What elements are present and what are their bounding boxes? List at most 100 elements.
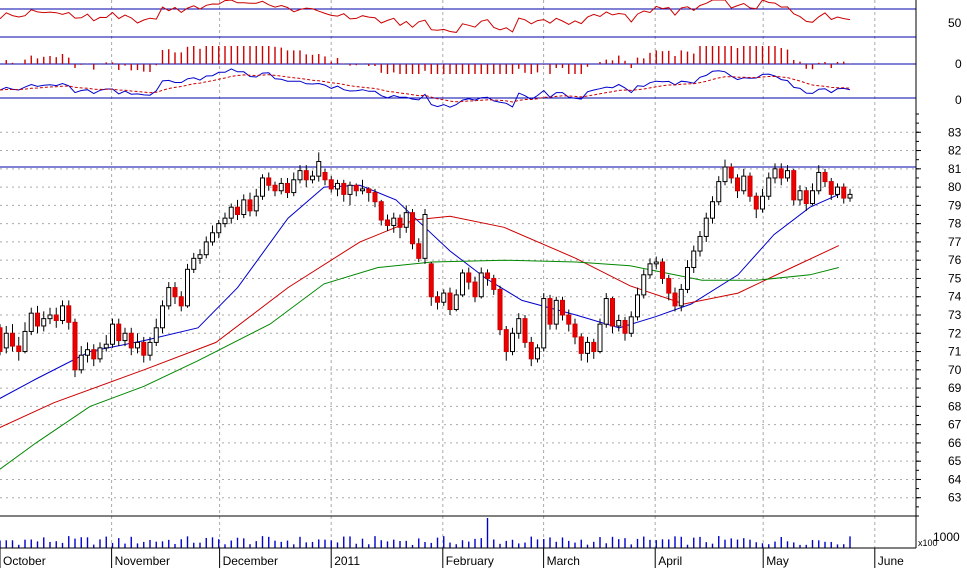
candle-down <box>735 177 740 192</box>
rsi-panel-label: 50 <box>948 16 962 30</box>
candle-up <box>166 287 172 307</box>
price-tick-label: 71 <box>948 345 962 359</box>
candle-up <box>797 190 803 201</box>
volume-bars <box>0 518 851 548</box>
moving-averages <box>0 184 840 470</box>
candle-up <box>147 341 153 356</box>
candle-down <box>666 277 672 294</box>
candle-up <box>760 195 765 210</box>
candle-up <box>135 341 140 349</box>
candle-up <box>697 235 703 252</box>
candle-up <box>228 206 234 219</box>
candle-up <box>535 347 540 360</box>
candle-up <box>847 193 853 199</box>
candle-down <box>522 318 528 343</box>
month-label: December <box>223 554 278 568</box>
candle-up <box>835 186 840 195</box>
candle-down <box>235 206 240 215</box>
candle-down <box>472 281 478 298</box>
price-tick-label: 63 <box>948 491 962 505</box>
rsi-line <box>0 0 851 33</box>
price-tick-label: 79 <box>948 198 962 212</box>
candle-down <box>397 217 403 228</box>
candle-down <box>503 329 509 353</box>
month-axis: October November December 2011 February March… <box>0 547 916 568</box>
candle-up <box>641 274 647 296</box>
price-tick-label: 80 <box>948 180 962 194</box>
candle-up <box>60 305 65 321</box>
candle-down <box>410 212 415 245</box>
candle-down <box>91 349 97 360</box>
candle-up <box>516 318 522 334</box>
candle-up <box>678 288 684 307</box>
candle-down <box>247 199 253 212</box>
candle-up <box>422 214 428 259</box>
candle-down <box>828 181 834 195</box>
candle-up <box>291 179 297 194</box>
candle-up <box>3 332 9 349</box>
month-label: March <box>547 554 580 568</box>
moving-average-line <box>0 259 839 470</box>
candle-down <box>372 192 378 203</box>
macd-signal-line <box>0 74 851 103</box>
candle-down <box>578 336 584 354</box>
candle-down <box>728 166 734 179</box>
candle-up <box>310 175 315 181</box>
candle-up <box>241 199 247 216</box>
macd-line <box>0 68 851 108</box>
candle-down <box>10 332 15 347</box>
candle-up <box>716 181 722 203</box>
candle-up <box>391 217 397 226</box>
candle-down <box>378 201 384 221</box>
candle-up <box>710 201 715 219</box>
candle-up <box>160 305 165 329</box>
price-tick-label: 76 <box>948 253 962 267</box>
candle-up <box>335 182 340 190</box>
candle-up <box>785 170 790 179</box>
candle-down <box>447 292 453 311</box>
candle-up <box>685 266 690 290</box>
candle-up <box>541 298 547 349</box>
candle-down <box>566 314 572 325</box>
volume-panel-label: 1000 <box>933 530 960 544</box>
candle-down <box>266 177 272 186</box>
candle-down <box>328 179 334 190</box>
candle-up <box>703 217 709 237</box>
price-tick-label: 69 <box>948 381 962 395</box>
price-tick-label: 83 <box>948 125 962 139</box>
candle-down <box>485 272 490 279</box>
candle-up <box>203 241 209 256</box>
candle-down <box>753 195 759 210</box>
candle-up <box>260 177 265 197</box>
candle-up <box>97 347 103 360</box>
candle-down <box>497 288 503 331</box>
macd-panel-label: 0 <box>955 93 962 107</box>
candle-up <box>766 177 772 197</box>
candle-up <box>510 332 515 353</box>
candle-up <box>453 294 459 311</box>
candle-up <box>441 292 447 303</box>
candle-down <box>341 182 347 195</box>
price-tick-label: 74 <box>948 290 962 304</box>
candle-down <box>66 305 72 323</box>
candle-down <box>353 184 359 192</box>
candle-down <box>747 175 753 197</box>
candle-down <box>141 341 147 356</box>
candle-up <box>653 261 659 265</box>
candle-up <box>585 341 590 354</box>
candle-up <box>360 188 365 192</box>
candle-up <box>47 314 53 320</box>
candle-up <box>603 298 609 325</box>
candle-up <box>460 272 465 296</box>
candle-down <box>622 319 628 334</box>
candle-up <box>628 316 634 334</box>
candle-up <box>153 327 159 343</box>
candle-down <box>35 312 40 327</box>
candle-down <box>822 171 828 183</box>
candle-up <box>647 263 653 276</box>
candle-up <box>553 299 559 325</box>
candle-up <box>816 171 822 192</box>
candle-up <box>810 190 815 205</box>
month-label: October <box>3 554 46 568</box>
